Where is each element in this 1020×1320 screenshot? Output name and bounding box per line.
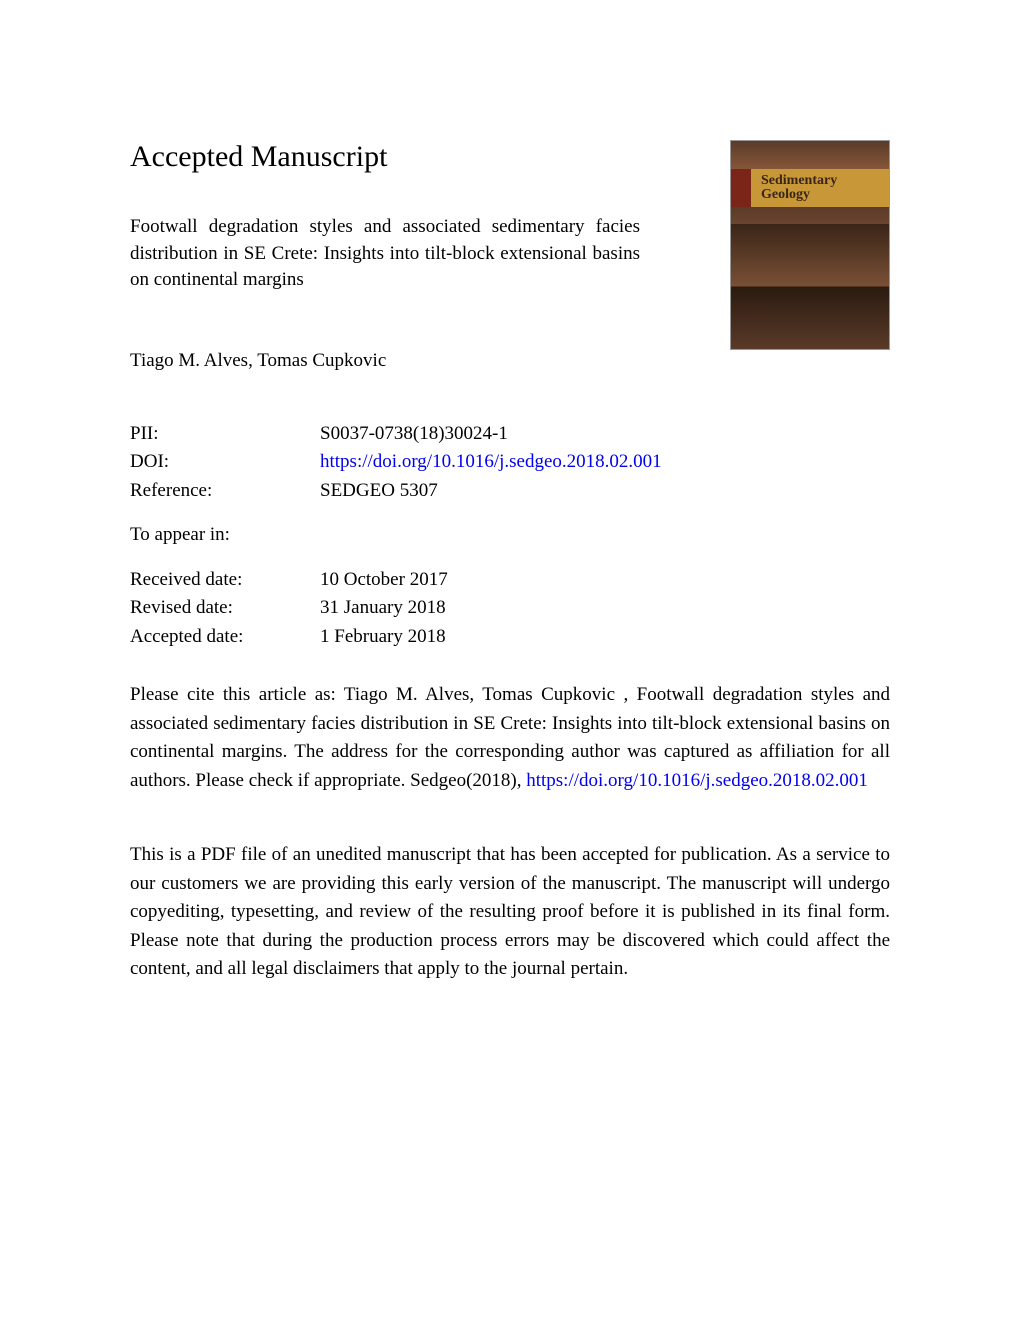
metadata-row-doi: DOI: https://doi.org/10.1016/j.sedgeo.20… — [130, 448, 890, 477]
disclaimer-text: This is a PDF file of an unedited manusc… — [130, 841, 890, 984]
journal-cover-accent — [731, 169, 751, 207]
reference-label: Reference: — [130, 477, 320, 506]
journal-name-line1: Sedimentary — [761, 174, 889, 188]
received-value: 10 October 2017 — [320, 566, 890, 595]
reference-value: SEDGEO 5307 — [320, 477, 890, 506]
doi-link[interactable]: https://doi.org/10.1016/j.sedgeo.2018.02… — [320, 448, 890, 477]
pii-value: S0037-0738(18)30024-1 — [320, 420, 890, 449]
authors: Tiago M. Alves, Tomas Cupkovic — [130, 350, 700, 372]
metadata-row-received: Received date: 10 October 2017 — [130, 566, 890, 595]
accepted-manuscript-heading: Accepted Manuscript — [130, 140, 700, 174]
accepted-label: Accepted date: — [130, 623, 320, 652]
appear-value — [320, 521, 890, 550]
metadata-row-pii: PII: S0037-0738(18)30024-1 — [130, 420, 890, 449]
citation-section: Please cite this article as: Tiago M. Al… — [130, 681, 890, 795]
metadata-section: PII: S0037-0738(18)30024-1 DOI: https://… — [130, 420, 890, 652]
revised-value: 31 January 2018 — [320, 594, 890, 623]
accepted-value: 1 February 2018 — [320, 623, 890, 652]
doi-label: DOI: — [130, 448, 320, 477]
metadata-row-revised: Revised date: 31 January 2018 — [130, 594, 890, 623]
citation-doi-link[interactable]: https://doi.org/10.1016/j.sedgeo.2018.02… — [526, 770, 868, 791]
received-label: Received date: — [130, 566, 320, 595]
pii-label: PII: — [130, 420, 320, 449]
appear-label: To appear in: — [130, 521, 320, 550]
metadata-row-reference: Reference: SEDGEO 5307 — [130, 477, 890, 506]
header-left: Accepted Manuscript Footwall degradation… — [130, 140, 730, 372]
article-title: Footwall degradation styles and associat… — [130, 214, 640, 294]
metadata-row-accepted: Accepted date: 1 February 2018 — [130, 623, 890, 652]
journal-cover-banner: Sedimentary Geology — [751, 169, 889, 207]
revised-label: Revised date: — [130, 594, 320, 623]
journal-cover-image: Sedimentary Geology — [730, 140, 890, 350]
journal-name-line2: Geology — [761, 188, 889, 202]
metadata-row-appear: To appear in: — [130, 521, 890, 550]
header-section: Accepted Manuscript Footwall degradation… — [130, 140, 890, 372]
